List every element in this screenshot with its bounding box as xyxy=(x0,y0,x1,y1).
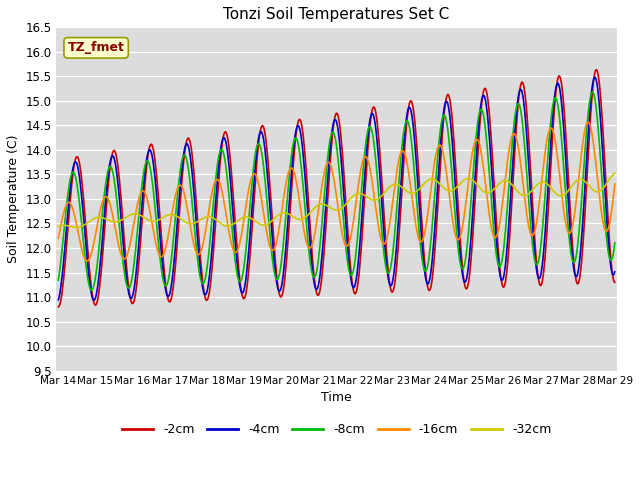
Y-axis label: Soil Temperature (C): Soil Temperature (C) xyxy=(7,135,20,263)
X-axis label: Time: Time xyxy=(321,391,352,404)
Legend: -2cm, -4cm, -8cm, -16cm, -32cm: -2cm, -4cm, -8cm, -16cm, -32cm xyxy=(116,418,556,441)
Title: Tonzi Soil Temperatures Set C: Tonzi Soil Temperatures Set C xyxy=(223,7,450,22)
Text: TZ_fmet: TZ_fmet xyxy=(68,41,125,54)
